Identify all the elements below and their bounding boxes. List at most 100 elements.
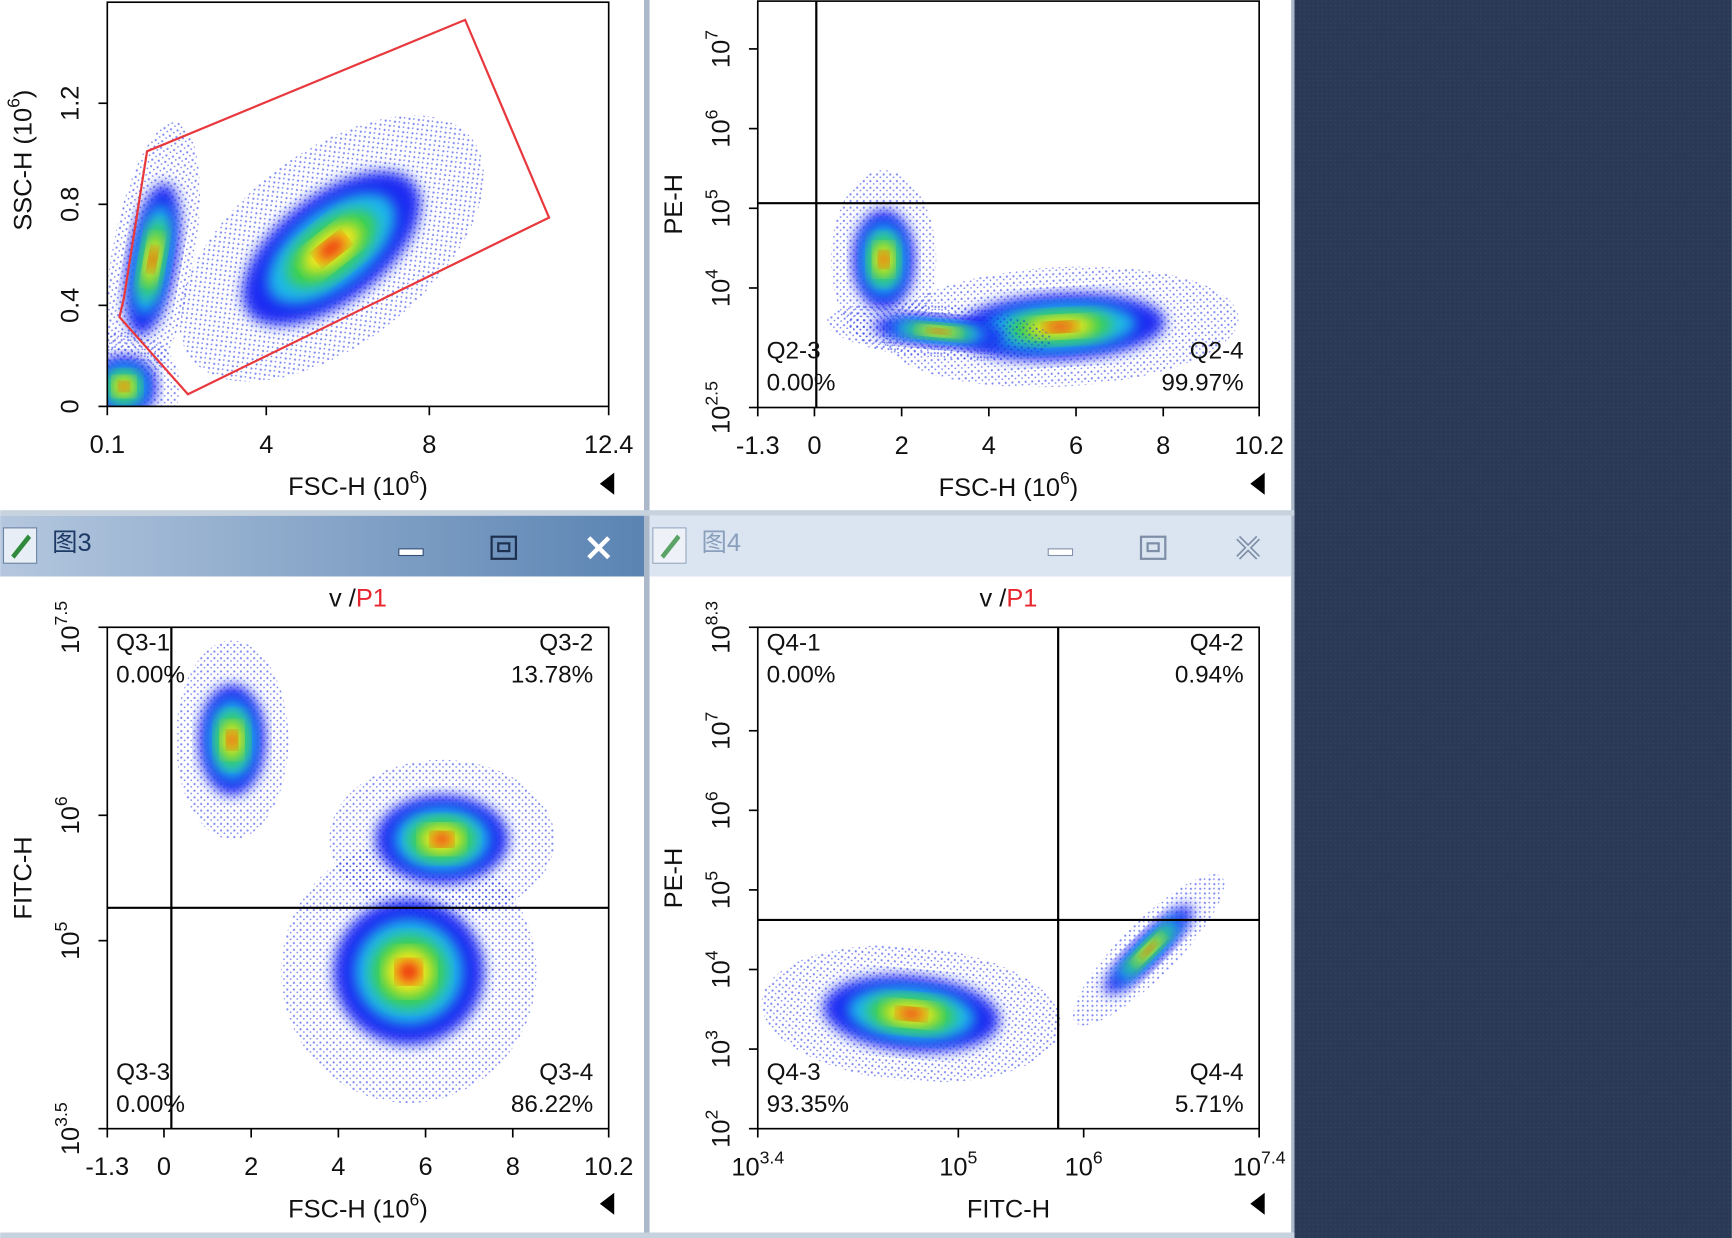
tick-base: 10 (707, 960, 735, 988)
quadrant-percent: 0.00% (116, 661, 185, 688)
tick-exponent: 7.4 (1261, 1147, 1286, 1167)
close-button[interactable] (587, 536, 611, 560)
x-tick-label: 8 (1156, 432, 1170, 460)
density-level (897, 1007, 926, 1020)
y-tick-label: 1.2 (57, 86, 85, 121)
axis-label-end: ) (419, 473, 427, 501)
window-titlebar: 图3 (0, 515, 645, 577)
density-cloud (826, 301, 1052, 361)
density-level (431, 832, 453, 847)
tick-base: 10 (707, 119, 735, 147)
collapse-arrow[interactable] (599, 1192, 615, 1215)
tick-exponent: 3 (701, 1030, 721, 1040)
tick-exponent: 5 (968, 1147, 978, 1167)
y-tick-label: 107.5 (51, 601, 85, 654)
tick-base: 10 (57, 1127, 85, 1155)
density-level (317, 236, 346, 261)
density-level (928, 328, 950, 334)
tick-base: 10 (707, 881, 735, 909)
tick-exponent: 5 (51, 921, 71, 931)
quadrant-name: Q3-2 (539, 629, 593, 656)
axis-label-exponent: 6 (3, 98, 23, 108)
quadrant-percent: 99.97% (1161, 370, 1243, 397)
y-tick-label: 0.4 (57, 288, 85, 323)
quadrant-name: Q4-4 (1190, 1059, 1244, 1086)
quadrant-name: Q2-4 (1190, 338, 1244, 365)
tick-base: 10 (707, 1040, 735, 1068)
tick-base: 10 (57, 806, 85, 834)
density-level (1141, 942, 1156, 957)
y-tick-label: 102.5 (701, 381, 735, 434)
density-level (396, 960, 421, 984)
tick-exponent: 3.4 (760, 1147, 785, 1167)
quadrant-percent: 93.35% (767, 1091, 849, 1118)
y-tick-label: 104 (701, 269, 735, 307)
tick-exponent: 5 (701, 189, 721, 199)
collapse-arrow[interactable] (1250, 1192, 1265, 1215)
y-tick-label: 0.8 (57, 187, 85, 222)
tick-base: 10 (731, 1153, 759, 1181)
axis-label-text: PE-H (660, 848, 688, 909)
x-tick-label: 103.4 (731, 1147, 784, 1181)
tick-exponent: 6 (701, 109, 721, 119)
axis-label-text: PE-H (660, 174, 688, 235)
x-axis-label: FSC-H (106) (288, 1189, 428, 1223)
density-cloud (329, 759, 555, 919)
quadrant-lines (107, 1, 1260, 1129)
tick-base: 10 (939, 1153, 967, 1181)
tick-base: 10 (57, 931, 85, 959)
restore-glyph (497, 542, 511, 553)
gate-polygon (118, 18, 551, 396)
minimize-button[interactable] (1047, 548, 1074, 557)
density-level (1043, 321, 1078, 333)
y-tick-label: 0 (57, 399, 85, 413)
y-axis-label: PE-H (660, 174, 688, 235)
restore-button[interactable] (490, 535, 518, 560)
tick-base: 10 (707, 801, 735, 829)
y-axis-label: SSC-H (106) (3, 90, 37, 231)
y-tick-label: 105 (701, 189, 735, 227)
y-tick-label: 104 (701, 950, 735, 988)
quadrant-name: Q4-1 (767, 629, 821, 656)
tick-base: 10 (1065, 1153, 1093, 1181)
density-level (878, 251, 889, 268)
tick-exponent: 6 (1093, 1147, 1103, 1167)
tick-base: 10 (707, 40, 735, 68)
x-tick-label: 4 (259, 431, 273, 459)
tick-exponent: 7 (701, 30, 721, 40)
quadrant-percent: 5.71% (1175, 1091, 1244, 1118)
plot-frame (106, 626, 610, 1130)
desktop-area (1294, 0, 1732, 1238)
y-tick-label: 105 (701, 871, 735, 909)
tick-base: 10 (707, 279, 735, 307)
axis-label-text: FSC-H (10 (288, 1195, 409, 1223)
quadrant-name: Q2-3 (767, 338, 821, 365)
icon-glyph (660, 534, 681, 559)
y-axis-label: PE-H (660, 848, 688, 909)
x-tick-label: 2 (244, 1153, 258, 1181)
density-cloud (107, 330, 181, 407)
quadrant-name: Q3-3 (116, 1059, 170, 1086)
quadrant-percent: 0.00% (767, 661, 836, 688)
restore-button[interactable] (1139, 535, 1167, 560)
x-tick-label: 0.1 (90, 431, 125, 459)
collapse-arrow[interactable] (1250, 472, 1265, 495)
tick-exponent: 5 (701, 871, 721, 881)
collapse-arrow[interactable] (599, 472, 615, 495)
density-cloud (179, 115, 484, 382)
axis-label-text: FITC-H (967, 1195, 1050, 1223)
plot-title: v /P1 (980, 584, 1038, 612)
close-glyph (1237, 537, 1259, 559)
y-tick-label: 108.3 (701, 601, 735, 654)
minimize-button[interactable] (398, 548, 424, 557)
tick-exponent: 4 (701, 269, 721, 279)
axis-label-exponent: 6 (410, 467, 420, 487)
x-axis-label: FSC-H (106) (288, 467, 428, 501)
y-tick-label: 105 (51, 921, 85, 959)
y-tick-label: 102 (701, 1110, 735, 1148)
y-tick-label: 107 (701, 30, 735, 68)
y-tick-label: 103 (701, 1030, 735, 1068)
icon-glyph (11, 534, 32, 559)
quadrant-name: Q4-2 (1190, 629, 1244, 656)
density-level (148, 247, 157, 272)
